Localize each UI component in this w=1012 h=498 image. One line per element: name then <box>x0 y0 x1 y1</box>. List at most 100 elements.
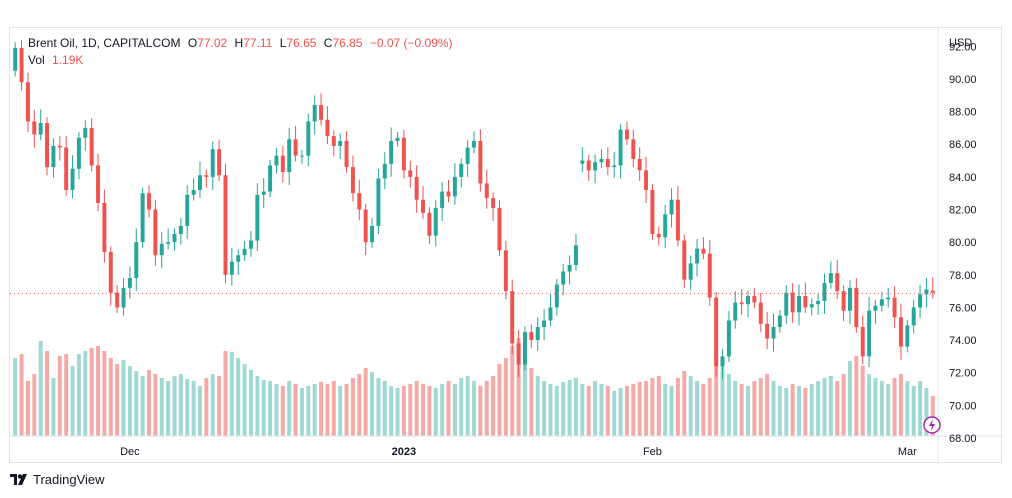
volume-bar <box>765 374 770 436</box>
replay-icon[interactable] <box>923 416 941 434</box>
candlesticks <box>13 40 935 380</box>
candle-body <box>38 123 43 135</box>
candle-body <box>217 149 222 176</box>
volume-bar <box>76 354 81 436</box>
candle-body <box>911 307 916 326</box>
volume-bar <box>287 381 292 436</box>
volume-bar <box>217 376 222 436</box>
candle-body <box>746 296 750 305</box>
candle-body <box>822 282 827 301</box>
price-chart[interactable]: 92.00 90.00 88.00 86.00 84.00 82.00 80.00 78.00… <box>10 28 1003 464</box>
currency-label: USD <box>949 37 972 49</box>
volume-bar <box>414 381 419 436</box>
candle-body <box>25 82 30 122</box>
volume-bar <box>535 376 540 436</box>
price-tick-label: 80.00 <box>949 237 977 249</box>
volume-bar <box>433 388 438 436</box>
candle-body <box>395 137 400 141</box>
time-tick-label: Dec <box>120 446 140 458</box>
chart-frame[interactable]: 92.00 90.00 88.00 86.00 84.00 82.00 80.00 78.00… <box>9 27 1003 464</box>
candle-body <box>440 191 445 208</box>
volume-bar <box>892 378 897 436</box>
volume-bar <box>427 386 432 436</box>
candle-body <box>656 234 661 238</box>
volume-bar <box>70 366 75 436</box>
volume-label[interactable]: Vol <box>28 53 45 67</box>
candle-body <box>121 287 126 308</box>
tradingview-wordmark: TradingView <box>33 472 105 487</box>
volume-bar <box>312 384 317 436</box>
volume-bar <box>172 376 177 436</box>
price-tick-label: 76.00 <box>949 302 977 314</box>
candle-body <box>523 331 527 365</box>
volume-bar <box>809 384 814 436</box>
volume-bar <box>561 382 566 436</box>
volume-bar <box>389 386 394 436</box>
candle-body <box>115 292 120 308</box>
candle-body <box>51 145 56 168</box>
symbol-name[interactable]: Brent Oil, 1D, CAPITALCOM <box>28 36 181 50</box>
volume-bar <box>726 374 731 436</box>
volume-bar <box>338 386 343 436</box>
symbol-legend: Brent Oil, 1D, CAPITALCOM O77.02 H77.11 … <box>28 36 457 50</box>
candle-body <box>89 127 94 166</box>
candle-body <box>580 160 585 164</box>
candle-body <box>153 209 158 256</box>
candle-body <box>452 176 457 197</box>
candle-body <box>280 155 285 172</box>
tradingview-logo[interactable]: TradingView <box>10 472 105 487</box>
volume-bar <box>637 382 642 436</box>
volume-bar <box>503 358 508 436</box>
volume-bar <box>236 358 241 436</box>
volume-bar <box>25 381 30 436</box>
price-axis[interactable]: 92.00 90.00 88.00 86.00 84.00 82.00 80.00 78.00… <box>949 41 977 445</box>
volume-bar <box>784 388 789 436</box>
candle-body <box>414 176 419 200</box>
volume-bar <box>624 386 629 436</box>
candle-body <box>478 140 483 184</box>
candle-body <box>370 225 375 243</box>
candle-body <box>529 331 534 341</box>
candle-body <box>204 175 209 177</box>
candle-body <box>898 317 903 347</box>
volume-bar <box>605 386 610 436</box>
volume-bar <box>147 370 151 436</box>
price-tick-label: 90.00 <box>949 74 977 86</box>
candle-body <box>879 299 884 306</box>
volume-bar <box>223 351 228 436</box>
volume-bar <box>593 381 598 436</box>
volume-bar <box>631 384 636 436</box>
volume-bar <box>401 386 406 436</box>
close-label: C <box>323 36 333 50</box>
volume-bar <box>816 381 821 436</box>
volume-bar <box>879 381 884 436</box>
candle-body <box>573 245 578 266</box>
volume-bar <box>650 378 655 436</box>
volume-bar <box>261 380 266 436</box>
candle-body <box>242 248 247 256</box>
volume-bar <box>13 358 18 436</box>
volume-bar <box>847 361 852 436</box>
volume-bar <box>64 354 69 436</box>
candle-body <box>548 307 553 321</box>
candle-body <box>64 147 69 190</box>
price-tick-label: 88.00 <box>949 107 977 119</box>
volume-bar <box>860 366 865 436</box>
candle-body <box>363 209 368 243</box>
candle-body <box>758 302 763 324</box>
volume-bar <box>854 356 859 436</box>
candle-body <box>236 255 241 262</box>
candle-body <box>198 175 202 190</box>
volume-bar <box>497 364 502 436</box>
volume-bar <box>472 381 476 436</box>
candle-body <box>357 193 362 210</box>
volume-bar <box>440 384 445 436</box>
volume-bar <box>930 396 935 436</box>
candle-body <box>159 243 164 256</box>
volume-bar <box>38 341 43 436</box>
time-axis[interactable]: Dec2023FebMarAprMayJun <box>120 446 1003 458</box>
candle-body <box>465 147 470 164</box>
candle-body <box>873 305 878 311</box>
candle-body <box>268 165 273 192</box>
candle-body <box>344 140 349 168</box>
